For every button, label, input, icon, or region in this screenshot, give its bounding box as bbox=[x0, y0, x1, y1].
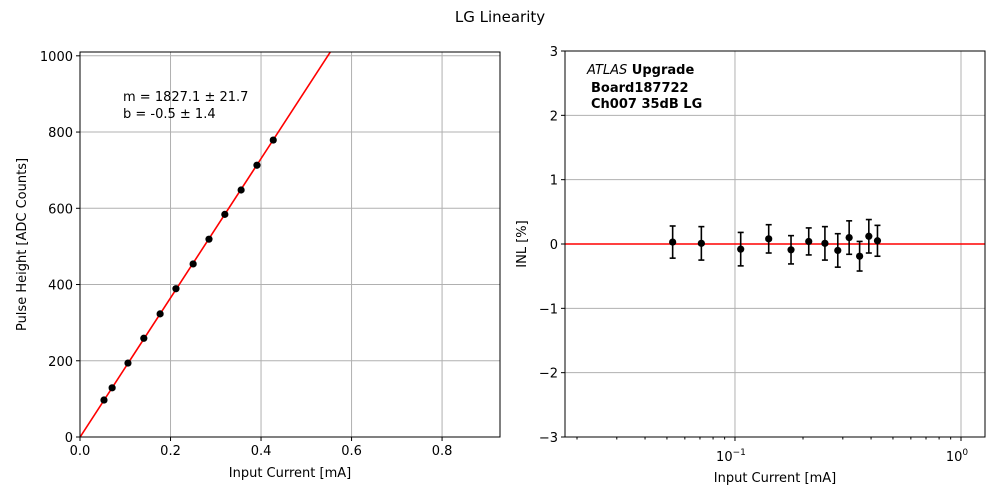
data-point bbox=[873, 237, 882, 245]
x-tick-label: 10−1 bbox=[716, 448, 746, 465]
data-point bbox=[156, 310, 164, 318]
data-point bbox=[787, 246, 795, 254]
channel-label: Ch007 35dB LG bbox=[591, 97, 702, 112]
y-tick-label: 3 bbox=[550, 45, 558, 60]
x-tick-label: 0.0 bbox=[70, 444, 91, 459]
data-point bbox=[856, 252, 864, 260]
x-tick-label: 100 bbox=[946, 448, 969, 465]
data-point bbox=[108, 384, 116, 392]
data-point bbox=[834, 246, 842, 255]
y-tick-label: 400 bbox=[48, 279, 73, 294]
data-point bbox=[821, 239, 829, 247]
fit-line bbox=[80, 52, 332, 437]
x-tick-label: 0.4 bbox=[251, 444, 272, 459]
data-point bbox=[189, 260, 197, 268]
data-point bbox=[237, 186, 245, 194]
x-axis-label: Input Current [mA] bbox=[229, 466, 351, 481]
data-point bbox=[221, 210, 229, 218]
board-label: Board187722 bbox=[591, 81, 689, 96]
data-point bbox=[124, 359, 132, 367]
data-point bbox=[100, 396, 108, 404]
x-tick-label: 0.6 bbox=[341, 444, 362, 459]
y-tick-label: −3 bbox=[539, 431, 558, 446]
x-tick-label: 0.8 bbox=[432, 444, 453, 459]
y-tick-label: 1 bbox=[550, 174, 558, 189]
y-tick-label: −1 bbox=[539, 302, 558, 317]
data-point bbox=[253, 161, 261, 169]
y-tick-label: 600 bbox=[48, 202, 73, 217]
data-point bbox=[205, 235, 213, 243]
y-tick-label: 1000 bbox=[40, 50, 73, 65]
data-point bbox=[697, 239, 705, 247]
data-point bbox=[269, 136, 277, 144]
y-tick-label: 2 bbox=[550, 109, 558, 124]
data-point bbox=[845, 233, 853, 242]
y-tick-label: −2 bbox=[539, 367, 558, 382]
x-tick-label: 0.2 bbox=[160, 444, 181, 459]
left-chart: 0.0 0.2 0.4 0.6 0.8 0 200 400 600 800 1000 m = 1827… bbox=[15, 50, 501, 481]
left-axes-frame bbox=[79, 51, 501, 438]
right-axes-frame bbox=[564, 50, 986, 438]
y-tick-label: 800 bbox=[48, 126, 73, 141]
data-point bbox=[737, 245, 745, 253]
y-axis-label: INL [%] bbox=[515, 220, 530, 267]
y-tick-label: 0 bbox=[550, 238, 558, 253]
y-axis-label: Pulse Height [ADC Counts] bbox=[15, 158, 30, 331]
figure-title: LG Linearity bbox=[455, 8, 545, 26]
fit-intercept-annotation: b = -0.5 ± 1.4 bbox=[123, 107, 216, 122]
data-point bbox=[765, 235, 773, 243]
x-axis-label: Input Current [mA] bbox=[714, 471, 836, 486]
atlas-label: ATLAS Upgrade bbox=[586, 63, 694, 78]
y-tick-label: 0 bbox=[65, 431, 73, 446]
right-chart: 10−1 100 −3 −2 −1 0 1 2 3 ATLAS Upgrade Board18772… bbox=[515, 45, 986, 486]
data-point bbox=[669, 238, 677, 246]
data-point bbox=[805, 237, 813, 246]
fit-slope-annotation: m = 1827.1 ± 21.7 bbox=[123, 90, 248, 105]
y-tick-label: 200 bbox=[48, 355, 73, 370]
data-point bbox=[172, 285, 180, 293]
data-point bbox=[865, 232, 873, 240]
data-point bbox=[140, 334, 148, 342]
